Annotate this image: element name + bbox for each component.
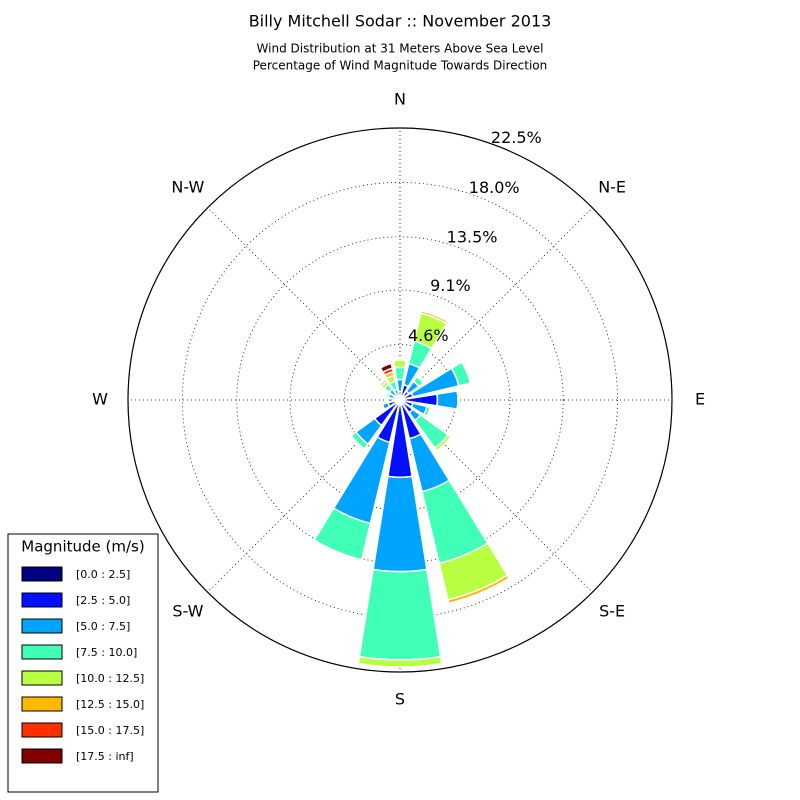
legend-label: [7.5 : 10.0] [76, 646, 137, 659]
x-tick-label: N-E [598, 177, 626, 196]
wedge [436, 390, 459, 410]
y-tick-label: 22.5% [491, 128, 542, 147]
wedge [461, 361, 472, 384]
polar-frame [127, 127, 673, 673]
wedge [332, 436, 391, 525]
grid-spoke [399, 399, 593, 593]
legend-title: Magnitude (m/s) [21, 538, 144, 556]
legend-swatch [21, 748, 63, 764]
y-tick-label: 9.1% [430, 276, 471, 295]
chart-subtitle: Wind Distribution at 31 Meters Above Sea… [257, 42, 544, 56]
legend-swatch [21, 670, 63, 686]
chart-title: Billy Mitchell Sodar :: November 2013 [249, 12, 552, 31]
wedge [313, 539, 362, 561]
grid-spoke [207, 207, 401, 401]
chart-subtitle: Percentage of Wind Magnitude Towards Dir… [253, 59, 547, 73]
wedge [378, 378, 386, 386]
x-tick-label: S-W [172, 602, 203, 621]
x-tick-label: E [695, 390, 705, 409]
x-tick-label: S [395, 690, 405, 709]
legend-label: [12.5 : 15.0] [76, 698, 144, 711]
legend-label: [15.0 : 17.5] [76, 724, 144, 737]
legend-label: [10.0 : 12.5] [76, 672, 144, 685]
legend-label: [17.5 : inf] [76, 750, 134, 763]
x-tick-label: S-E [599, 602, 625, 621]
x-tick-label: W [92, 390, 108, 409]
wedge [392, 359, 408, 369]
wedge [456, 390, 459, 410]
wedge [372, 475, 428, 573]
x-tick-label: N-W [171, 177, 204, 196]
y-tick-label: 4.6% [408, 326, 449, 345]
wedge [394, 366, 406, 381]
wedge [358, 568, 442, 661]
grid-spoke [399, 207, 593, 401]
y-tick-label: 13.5% [447, 228, 498, 247]
legend-label: [2.5 : 5.0] [76, 594, 130, 607]
legend-swatch [21, 722, 63, 738]
grid-ring [181, 181, 619, 619]
legend-swatch [21, 592, 63, 608]
wedge [379, 362, 394, 374]
legend-swatch [21, 696, 63, 712]
legend-swatch [21, 566, 63, 582]
grid-spoke [207, 399, 401, 593]
legend-label: [0.0 : 2.5] [76, 568, 130, 581]
x-tick-label: N [394, 90, 406, 109]
legend-swatch [21, 618, 63, 634]
y-tick-label: 18.0% [469, 178, 520, 197]
legend-label: [5.0 : 7.5] [76, 620, 130, 633]
legend-swatch [21, 644, 63, 660]
wedge [416, 375, 425, 384]
